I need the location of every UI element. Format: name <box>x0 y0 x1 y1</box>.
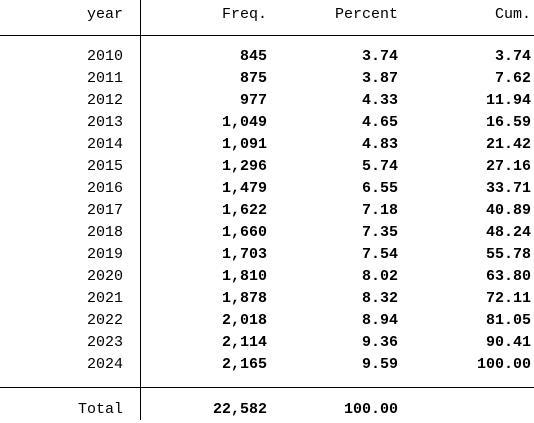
row-label: 2020 <box>87 268 123 285</box>
column-header: year <box>87 6 123 23</box>
row-label: 2015 <box>87 158 123 175</box>
total-label: Total <box>78 401 123 418</box>
row-label: 2016 <box>87 180 123 197</box>
cell: 90.41 <box>486 334 531 351</box>
cell: 63.80 <box>486 268 531 285</box>
row-label: 2012 <box>87 92 123 109</box>
row-label: 2024 <box>87 356 123 373</box>
cell: 3.74 <box>362 48 398 65</box>
cell: 100.00 <box>477 356 531 373</box>
cell: 1,049 <box>222 114 267 131</box>
cell: 2,018 <box>222 312 267 329</box>
column-header: Percent <box>335 6 398 23</box>
cell: 7.62 <box>495 70 531 87</box>
cell: 1,622 <box>222 202 267 219</box>
row-label: 2018 <box>87 224 123 241</box>
cell: 4.65 <box>362 114 398 131</box>
cell: 1,703 <box>222 246 267 263</box>
cell: 6.55 <box>362 180 398 197</box>
total-cell: 22,582 <box>213 401 267 418</box>
cell: 7.54 <box>362 246 398 263</box>
cell: 3.74 <box>495 48 531 65</box>
row-label: 2021 <box>87 290 123 307</box>
cell: 33.71 <box>486 180 531 197</box>
cell: 21.42 <box>486 136 531 153</box>
cell: 40.89 <box>486 202 531 219</box>
cell: 11.94 <box>486 92 531 109</box>
cell: 1,878 <box>222 290 267 307</box>
cell: 4.83 <box>362 136 398 153</box>
cell: 1,660 <box>222 224 267 241</box>
cell: 7.18 <box>362 202 398 219</box>
row-label: 2013 <box>87 114 123 131</box>
cell: 2,114 <box>222 334 267 351</box>
cell: 845 <box>240 48 267 65</box>
cell: 4.33 <box>362 92 398 109</box>
cell: 55.78 <box>486 246 531 263</box>
cell: 8.32 <box>362 290 398 307</box>
cell: 16.59 <box>486 114 531 131</box>
cell: 1,091 <box>222 136 267 153</box>
row-label: 2022 <box>87 312 123 329</box>
cell: 8.02 <box>362 268 398 285</box>
cell: 977 <box>240 92 267 109</box>
cell: 8.94 <box>362 312 398 329</box>
cell: 1,479 <box>222 180 267 197</box>
row-label: 2017 <box>87 202 123 219</box>
cell: 81.05 <box>486 312 531 329</box>
cell: 48.24 <box>486 224 531 241</box>
row-label: 2023 <box>87 334 123 351</box>
row-label: 2011 <box>87 70 123 87</box>
cell: 875 <box>240 70 267 87</box>
cell: 27.16 <box>486 158 531 175</box>
total-cell: 100.00 <box>344 401 398 418</box>
cell: 2,165 <box>222 356 267 373</box>
cell: 1,296 <box>222 158 267 175</box>
cell: 7.35 <box>362 224 398 241</box>
row-label: 2010 <box>87 48 123 65</box>
column-header: Freq. <box>222 6 267 23</box>
row-label: 2014 <box>87 136 123 153</box>
cell: 9.36 <box>362 334 398 351</box>
column-header: Cum. <box>495 6 531 23</box>
cell: 72.11 <box>486 290 531 307</box>
cell: 9.59 <box>362 356 398 373</box>
cell: 5.74 <box>362 158 398 175</box>
row-label: 2019 <box>87 246 123 263</box>
cell: 3.87 <box>362 70 398 87</box>
cell: 1,810 <box>222 268 267 285</box>
